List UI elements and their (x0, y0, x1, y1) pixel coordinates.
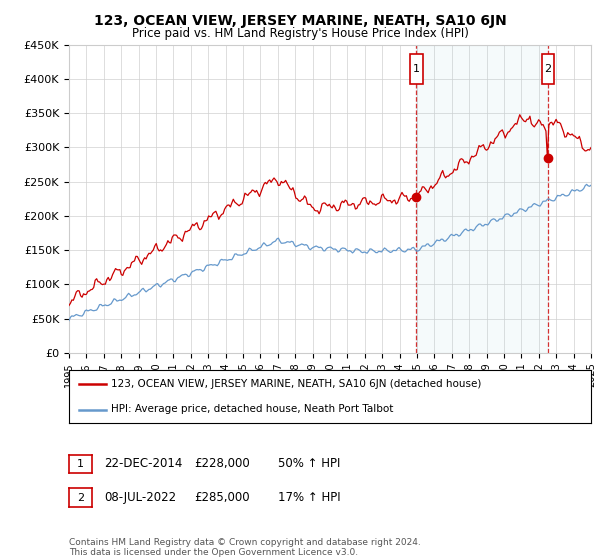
Text: 1: 1 (77, 459, 84, 469)
Bar (416, 45, 548, 353)
Text: 123, OCEAN VIEW, JERSEY MARINE, NEATH, SA10 6JN (detached house): 123, OCEAN VIEW, JERSEY MARINE, NEATH, S… (111, 380, 481, 390)
Text: 17% ↑ HPI: 17% ↑ HPI (278, 491, 340, 504)
Text: £285,000: £285,000 (194, 491, 250, 504)
FancyBboxPatch shape (410, 54, 422, 84)
Text: Price paid vs. HM Land Registry's House Price Index (HPI): Price paid vs. HM Land Registry's House … (131, 27, 469, 40)
Text: 2: 2 (544, 64, 551, 74)
Text: 50% ↑ HPI: 50% ↑ HPI (278, 458, 340, 470)
Text: 22-DEC-2014: 22-DEC-2014 (104, 458, 182, 470)
Text: HPI: Average price, detached house, Neath Port Talbot: HPI: Average price, detached house, Neat… (111, 404, 393, 414)
FancyBboxPatch shape (542, 54, 554, 84)
Text: 1: 1 (413, 64, 420, 74)
Text: Contains HM Land Registry data © Crown copyright and database right 2024.
This d: Contains HM Land Registry data © Crown c… (69, 538, 421, 557)
Text: 08-JUL-2022: 08-JUL-2022 (104, 491, 176, 504)
Text: 123, OCEAN VIEW, JERSEY MARINE, NEATH, SA10 6JN: 123, OCEAN VIEW, JERSEY MARINE, NEATH, S… (94, 14, 506, 28)
Text: 2: 2 (77, 493, 84, 502)
Text: £228,000: £228,000 (194, 458, 250, 470)
